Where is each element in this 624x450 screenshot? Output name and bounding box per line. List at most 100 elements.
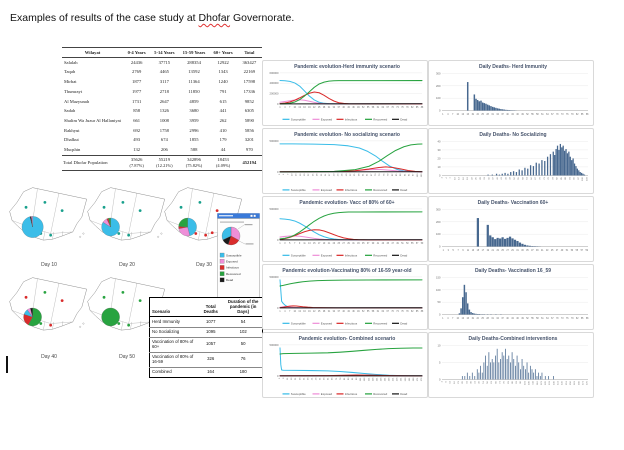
table-cell: 180 — [239, 368, 247, 374]
x-tick-label: 22 — [313, 107, 316, 109]
x-tick-label: 46 — [516, 318, 519, 320]
bar-day-40 — [506, 109, 509, 111]
x-tick-label: 33 — [357, 243, 360, 245]
bar-day-87 — [563, 150, 566, 176]
x-tick-label: 10 — [292, 173, 294, 176]
bar-day-96 — [576, 168, 579, 176]
district-marker-dot — [121, 291, 125, 294]
x-tick-label: 126 — [380, 377, 382, 381]
chart-panel-line-herd: Pandemic evolution-Herd immunity scenari… — [262, 60, 428, 126]
x-tick-label: 16 — [291, 377, 293, 380]
x-tick-label: 34 — [489, 176, 491, 179]
bar-day-51 — [483, 362, 485, 380]
x-tick-label: 43 — [382, 243, 385, 245]
island — [82, 322, 85, 325]
district-marker-dot — [127, 323, 131, 327]
x-tick-label: 37 — [338, 311, 341, 313]
total-percent: (4.09%) — [215, 162, 231, 168]
bar-day-117 — [538, 372, 540, 380]
bar-day-12 — [460, 308, 462, 315]
x-tick-label: 19 — [467, 176, 469, 179]
y-tick-label: 0 — [277, 238, 279, 242]
bar-day-57 — [521, 170, 523, 176]
x-tick-label: 10 — [454, 176, 456, 179]
header-cell: 5-14 Years — [150, 47, 179, 58]
x-tick-label: 79 — [406, 311, 409, 313]
chart-title: Pandemic evolution-Vaccinating 80% of 16… — [282, 268, 411, 274]
series-line-recovered — [279, 347, 423, 355]
y-tick-label: 300 — [436, 71, 441, 75]
table-cell: 363427 — [242, 59, 257, 65]
x-tick-label: 70 — [556, 114, 559, 116]
x-tick-label: 176 — [421, 377, 423, 381]
bar-day-24 — [499, 238, 502, 247]
x-tick-label: 103 — [421, 173, 423, 177]
x-tick-label: 13 — [308, 243, 311, 245]
x-tick-label: 58 — [372, 311, 375, 313]
bar-day-22 — [476, 100, 479, 111]
bar-day-79 — [552, 151, 554, 176]
x-tick-label: 58 — [536, 114, 539, 116]
district-boundary — [121, 231, 124, 241]
total-value: 18453 — [217, 157, 229, 163]
x-tick-label: 1 — [279, 173, 281, 175]
x-tick-label: 61 — [527, 176, 529, 179]
bar-day-73 — [501, 352, 503, 380]
x-tick-label: 25 — [481, 318, 484, 320]
table-row: Herd Immunity 1077 54 — [149, 316, 263, 328]
table-cell: 102 — [224, 327, 263, 338]
x-tick-label: 40 — [506, 318, 509, 320]
x-tick-label: 73 — [544, 176, 546, 179]
table-cell: 12922 — [217, 59, 229, 65]
bar-day-129 — [548, 376, 549, 380]
bar-day-73 — [544, 160, 546, 176]
table-cell: 132 — [133, 146, 141, 152]
x-tick-label: 79 — [406, 107, 409, 109]
bar-day-35 — [526, 245, 529, 247]
legend-label: Exposed — [321, 392, 333, 396]
x-tick-label: 82 — [392, 173, 394, 176]
chart-title: Daily Deaths- No Socializing — [479, 132, 546, 138]
y-tick-label: 100 — [436, 288, 441, 292]
legend-item-label: Exposed — [226, 260, 238, 264]
total-percent: (12.21%) — [156, 162, 173, 168]
bar-day-89 — [515, 365, 516, 380]
x-tick-label: 17 — [318, 243, 321, 245]
x-tick-label: 28 — [323, 311, 326, 313]
x-tick-label: 88 — [586, 114, 589, 116]
bar-day-63 — [529, 165, 532, 176]
x-tick-label: 76 — [566, 318, 569, 320]
bar-day-32 — [493, 107, 495, 111]
x-tick-label: 64 — [546, 318, 549, 320]
x-tick-label: 6 — [283, 377, 285, 379]
district-marker-dot — [39, 322, 43, 325]
x-tick-label: 37 — [367, 243, 370, 245]
bar-day-13 — [461, 297, 464, 315]
pie-slice-infectious — [106, 218, 111, 228]
x-tick-label: 49 — [357, 311, 360, 313]
x-tick-label: 37 — [338, 107, 341, 109]
district-boundary — [102, 316, 106, 323]
pie-percent-label — [244, 224, 253, 226]
bar-day-11 — [458, 313, 461, 315]
district-boundary — [31, 188, 38, 228]
pie-callout-line — [238, 240, 246, 245]
bar-day-89 — [566, 153, 569, 176]
x-tick-label: 86 — [512, 380, 514, 383]
x-tick-label: 49 — [561, 250, 564, 252]
x-tick-label: 66 — [332, 377, 334, 380]
district-boundary — [33, 319, 36, 327]
legend-label: Recovered — [373, 392, 387, 396]
x-tick-label: 58 — [358, 173, 360, 176]
district-boundary — [90, 310, 151, 324]
y-tick-label: 0 — [439, 245, 441, 249]
pie-slice-infectious — [178, 226, 188, 229]
x-tick-label: 111 — [368, 377, 370, 381]
pie-slice-exposed — [178, 226, 190, 237]
bar-day-115 — [536, 376, 538, 380]
bar-day-43 — [476, 369, 478, 380]
bar-day-135 — [553, 376, 554, 380]
bar-day-55 — [518, 169, 520, 176]
x-tick-label: 25 — [481, 114, 484, 116]
